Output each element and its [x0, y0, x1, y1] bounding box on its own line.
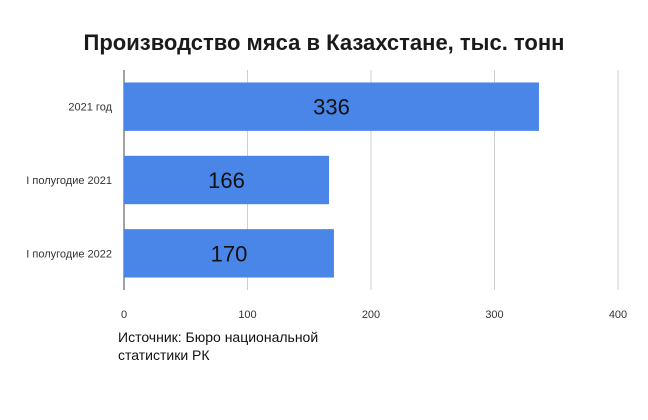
- chart-title: Производство мяса в Казахстане, тыс. тон…: [83, 30, 565, 55]
- x-tick-label: 100: [238, 309, 256, 321]
- x-tick-label: 200: [362, 309, 380, 321]
- data-label: 336: [313, 95, 350, 120]
- bar: [124, 155, 330, 205]
- bar: [124, 82, 539, 131]
- category-label: 2021 год: [68, 102, 112, 114]
- data-label: 166: [208, 168, 245, 193]
- x-tick-label: 0: [121, 309, 127, 321]
- category-label: I полугодие 2021: [26, 175, 112, 187]
- bar: [124, 229, 334, 278]
- source-note: Источник: Бюро национальной статистики Р…: [118, 329, 319, 363]
- data-label: 170: [211, 241, 248, 266]
- category-label: I полугодие 2022: [26, 248, 112, 260]
- x-tick-label: 300: [485, 309, 503, 321]
- x-tick-label: 400: [609, 309, 627, 321]
